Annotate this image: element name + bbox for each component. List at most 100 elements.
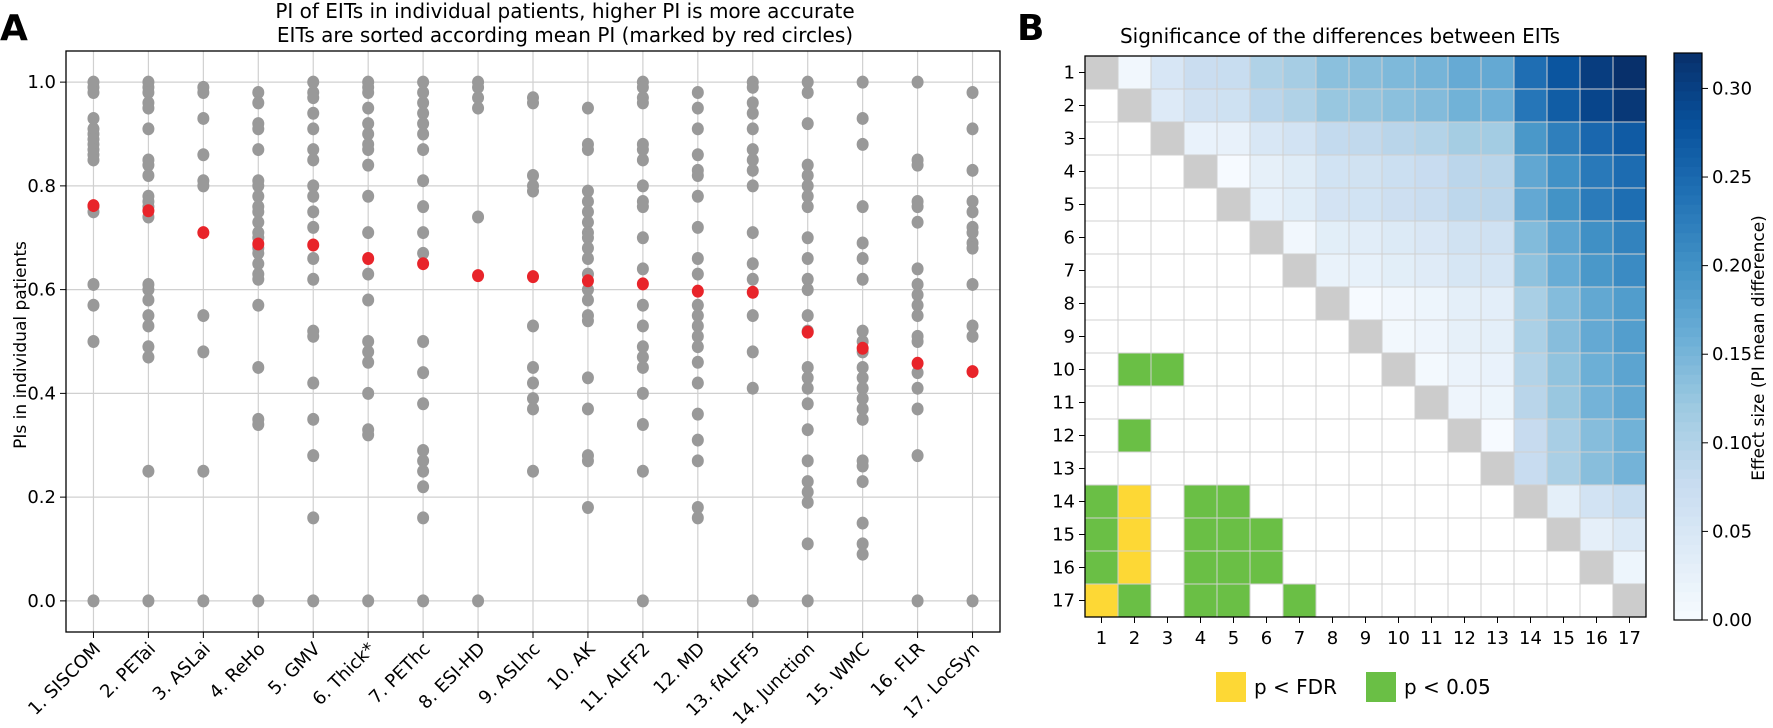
heatmap-cell — [1580, 221, 1613, 254]
heatmap-cell — [1151, 188, 1184, 221]
data-point — [472, 594, 485, 608]
heatmap-cell — [1118, 419, 1151, 452]
data-point — [87, 298, 100, 312]
colorbar-segment — [1674, 544, 1702, 555]
heatmap-cell — [1415, 551, 1448, 584]
heatmap-cell — [1481, 254, 1514, 287]
heatmap-cell — [1415, 353, 1448, 386]
heatmap-cell — [1514, 386, 1547, 419]
heatmap-cell — [1514, 518, 1547, 551]
panel-label-b: B — [1017, 8, 1044, 49]
data-point — [142, 283, 155, 297]
data-point — [911, 449, 924, 463]
heatmap-cell — [1151, 122, 1184, 155]
heatmap-cell — [1283, 419, 1316, 452]
data-point — [801, 75, 814, 89]
colorbar-segment — [1674, 534, 1702, 545]
heatmap-cell — [1217, 485, 1250, 518]
heatmap-cell — [1184, 419, 1217, 452]
row-label: 8 — [1064, 294, 1075, 315]
heatmap-cell — [1184, 188, 1217, 221]
data-point — [856, 272, 869, 286]
mean-marker — [636, 277, 649, 291]
heatmap-cell — [1118, 485, 1151, 518]
heatmap-cell — [1415, 419, 1448, 452]
heatmap-cell — [1316, 551, 1349, 584]
y-tick-label: 0.4 — [27, 383, 56, 404]
data-point — [966, 122, 979, 136]
heatmap-cell — [1118, 386, 1151, 419]
row-label: 5 — [1064, 195, 1075, 216]
heatmap-cell — [1151, 452, 1184, 485]
heatmap-cell — [1382, 353, 1415, 386]
heatmap-cell — [1382, 551, 1415, 584]
data-point — [746, 381, 759, 395]
data-point — [362, 143, 375, 157]
mean-marker — [691, 284, 704, 298]
heatmap-cell — [1547, 89, 1580, 122]
data-point — [307, 122, 320, 136]
heatmap-cell — [1514, 56, 1547, 89]
x-tick-label: 4. ReHo — [205, 639, 270, 704]
col-label: 14 — [1519, 628, 1542, 649]
heatmap-cell — [1448, 122, 1481, 155]
heatmap-cell — [1547, 254, 1580, 287]
heatmap-cell — [1481, 584, 1514, 617]
data-point — [691, 340, 704, 354]
data-point — [197, 148, 210, 162]
heatmap-cell — [1448, 254, 1481, 287]
data-point — [197, 179, 210, 193]
heatmap-cell — [1283, 320, 1316, 353]
data-point — [911, 335, 924, 348]
data-point — [801, 86, 814, 99]
heatmap-cell — [1382, 584, 1415, 617]
heatmap-cell — [1580, 89, 1613, 122]
chart-a-title-line2: EITs are sorted according mean PI (marke… — [277, 23, 853, 47]
data-point — [197, 345, 210, 359]
heatmap-cell — [1580, 56, 1613, 89]
data-point — [417, 200, 430, 214]
heatmap-cell — [1415, 386, 1448, 419]
data-point — [307, 220, 320, 234]
row-label: 3 — [1064, 129, 1075, 150]
colorbar-segment — [1674, 440, 1702, 451]
data-point — [581, 205, 594, 219]
heatmap-cell — [1349, 386, 1382, 419]
colorbar-segment — [1674, 327, 1702, 338]
heatmap-cell — [1547, 485, 1580, 518]
heatmap-cell — [1382, 287, 1415, 320]
data-point — [252, 215, 265, 229]
heatmap-cell — [1415, 221, 1448, 254]
data-point — [801, 169, 814, 182]
data-point — [142, 169, 155, 182]
colorbar-segment — [1674, 128, 1702, 139]
col-label: 17 — [1618, 628, 1641, 649]
data-point — [417, 480, 430, 494]
heatmap-cell — [1283, 584, 1316, 617]
colorbar-segment — [1674, 289, 1702, 300]
colorbar-segment — [1674, 90, 1702, 101]
col-label: 11 — [1420, 628, 1443, 649]
heatmap-cell — [1250, 485, 1283, 518]
heatmap-cell — [1580, 254, 1613, 287]
data-point — [87, 335, 100, 348]
heatmap-cell — [1118, 122, 1151, 155]
colorbar-tick-label: 0.25 — [1712, 167, 1752, 188]
data-point — [362, 127, 375, 141]
data-point — [362, 345, 375, 359]
heatmap-cell — [1250, 518, 1283, 551]
data-point — [856, 402, 869, 416]
heatmap-cell — [1316, 254, 1349, 287]
heatmap-cell — [1481, 89, 1514, 122]
data-point — [966, 319, 979, 333]
heatmap-cell — [1250, 155, 1283, 188]
colorbar-segment — [1674, 468, 1702, 479]
heatmap-cell — [1415, 485, 1448, 518]
heatmap-cell — [1514, 89, 1547, 122]
heatmap-cell — [1085, 56, 1118, 89]
data-point — [801, 117, 814, 131]
heatmap-cell — [1547, 452, 1580, 485]
colorbar-segment — [1674, 100, 1702, 111]
colorbar-segment — [1674, 383, 1702, 394]
data-point — [417, 335, 430, 348]
